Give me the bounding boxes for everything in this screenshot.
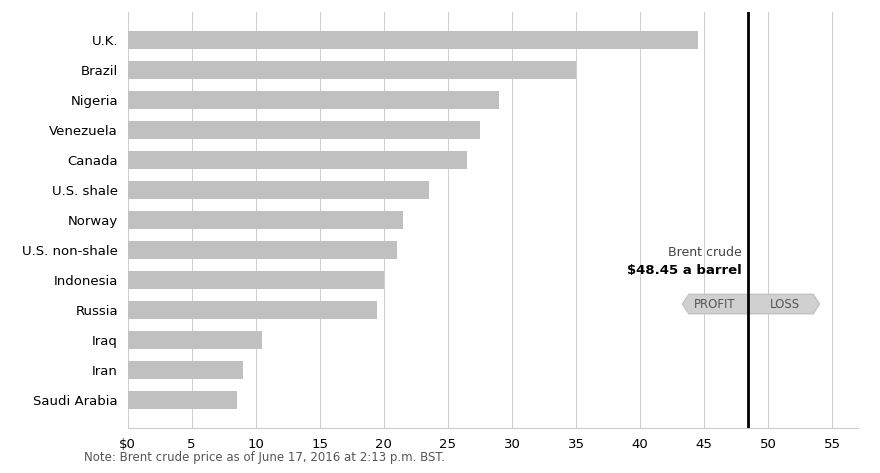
Text: Note: Brent crude price as of June 17, 2016 at 2:13 p.m. BST.: Note: Brent crude price as of June 17, 2… <box>84 451 444 464</box>
Polygon shape <box>683 294 748 314</box>
Bar <box>128 181 429 199</box>
Bar <box>128 31 698 49</box>
Bar <box>128 121 480 139</box>
Bar <box>128 91 499 109</box>
Bar <box>128 361 243 379</box>
Polygon shape <box>748 294 819 314</box>
Text: Brent crude: Brent crude <box>668 246 742 259</box>
Bar <box>128 151 467 169</box>
Bar <box>128 61 576 79</box>
Bar <box>128 391 237 409</box>
Bar <box>128 211 403 229</box>
Bar <box>128 301 378 319</box>
Bar <box>128 271 384 289</box>
Text: PROFIT: PROFIT <box>694 298 736 311</box>
Bar <box>128 241 397 259</box>
Bar <box>128 331 262 349</box>
Text: LOSS: LOSS <box>770 298 800 311</box>
Text: $48.45 a barrel: $48.45 a barrel <box>627 264 742 277</box>
